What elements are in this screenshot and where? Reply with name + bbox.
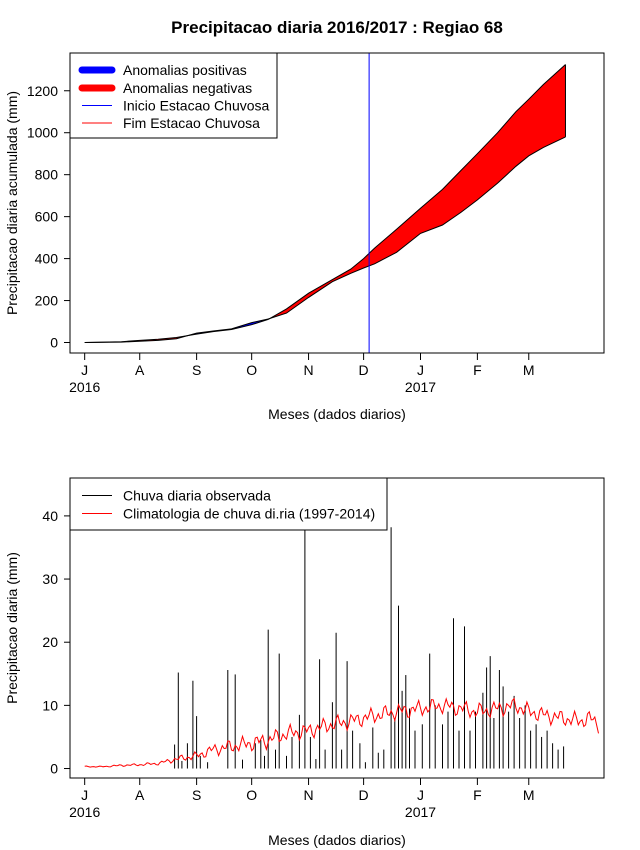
top-x-tick-label: A bbox=[135, 362, 145, 378]
top-y-axis: 0 200 400 600 800 1000 1200 bbox=[27, 83, 71, 351]
top-x-tick-label: S bbox=[192, 362, 201, 378]
bottom-y-tick-label: 40 bbox=[42, 508, 58, 524]
top-x-tick-label: M bbox=[523, 362, 535, 378]
bottom-x-tick-label: N bbox=[303, 787, 313, 803]
top-y-tick-label: 1000 bbox=[27, 125, 58, 141]
top-x-axis: J A S O N D J F M 2016 2017 bbox=[69, 352, 535, 395]
top-year-label: 2016 bbox=[69, 379, 100, 395]
top-x-tick-label: J bbox=[81, 362, 88, 378]
bottom-x-tick-label: D bbox=[359, 787, 369, 803]
bottom-x-tick-label: M bbox=[523, 787, 535, 803]
daily-bars bbox=[174, 527, 565, 769]
cumulative-lines bbox=[84, 53, 566, 353]
top-y-tick-label: 200 bbox=[35, 293, 59, 309]
top-y-axis-label: Precipitacao diaria acumulada (mm) bbox=[4, 91, 20, 315]
bottom-y-axis: 0 10 20 30 40 bbox=[42, 508, 71, 777]
bottom-x-axis: J A S O N D J F M 2016 2017 bbox=[69, 777, 535, 820]
bottom-x-tick-label: J bbox=[81, 787, 88, 803]
top-year-label: 2017 bbox=[405, 379, 436, 395]
cumulative-plot bbox=[84, 53, 566, 353]
climatology-daily-line bbox=[84, 697, 599, 768]
top-x-tick-label: O bbox=[246, 362, 257, 378]
bottom-year-label: 2017 bbox=[405, 804, 436, 820]
chart-title: Precipitacao diaria 2016/2017 : Regiao 6… bbox=[171, 18, 503, 37]
top-x-tick-label: J bbox=[417, 362, 424, 378]
top-y-tick-label: 1200 bbox=[27, 83, 58, 99]
bottom-y-axis-label: Precipitacao diaria (mm) bbox=[4, 552, 20, 704]
daily-plot bbox=[84, 527, 599, 769]
top-x-tick-label: N bbox=[303, 362, 313, 378]
bottom-legend-box bbox=[69, 477, 388, 531]
bottom-year-label: 2016 bbox=[69, 804, 100, 820]
bottom-x-tick-label: S bbox=[192, 787, 201, 803]
bottom-x-tick-label: A bbox=[135, 787, 145, 803]
bottom-legend: Chuva diaria observada Climatologia de c… bbox=[69, 477, 388, 531]
climatology-cumulative-line bbox=[84, 64, 566, 343]
climatology-line bbox=[84, 697, 599, 768]
bottom-x-tick-label: J bbox=[417, 787, 424, 803]
bottom-y-tick-label: 10 bbox=[42, 697, 58, 713]
legend-label-onset: Inicio Estacao Chuvosa bbox=[123, 98, 270, 114]
top-y-tick-label: 600 bbox=[35, 209, 59, 225]
observed-cumulative-line bbox=[84, 136, 566, 343]
legend-label-positive: Anomalias positivas bbox=[123, 62, 247, 78]
top-y-tick-label: 0 bbox=[50, 335, 58, 351]
top-x-tick-label: D bbox=[359, 362, 369, 378]
bottom-y-tick-label: 20 bbox=[42, 634, 58, 650]
bottom-y-tick-label: 30 bbox=[42, 571, 58, 587]
top-y-tick-label: 800 bbox=[35, 167, 59, 183]
legend-label-observed: Chuva diaria observada bbox=[123, 488, 271, 504]
legend-label-climatology: Climatologia de chuva di.ria (1997-2014) bbox=[123, 506, 375, 522]
bottom-x-tick-label: F bbox=[473, 787, 482, 803]
top-x-tick-label: F bbox=[473, 362, 482, 378]
negative-anomaly-area bbox=[270, 64, 566, 319]
legend-label-negative: Anomalias negativas bbox=[123, 80, 252, 96]
bottom-y-tick-label: 0 bbox=[50, 761, 58, 777]
top-x-axis-label: Meses (dados diarios) bbox=[268, 406, 406, 422]
top-legend: Anomalias positivas Anomalias negativas … bbox=[69, 52, 278, 139]
top-y-tick-label: 400 bbox=[35, 251, 59, 267]
bottom-x-axis-label: Meses (dados diarios) bbox=[268, 832, 406, 848]
legend-label-end: Fim Estacao Chuvosa bbox=[123, 115, 260, 131]
bottom-x-tick-label: O bbox=[246, 787, 257, 803]
